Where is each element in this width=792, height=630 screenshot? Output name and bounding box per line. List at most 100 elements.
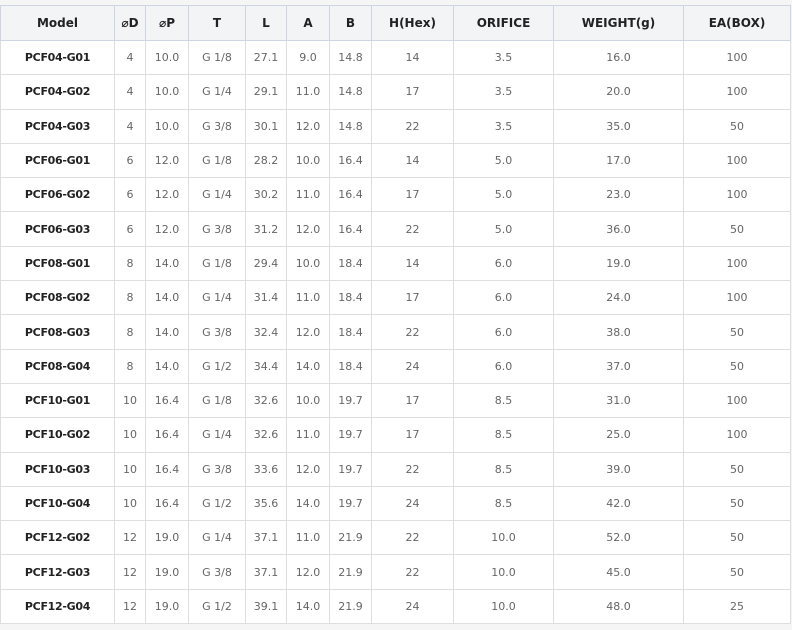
cell-orifice: 5.0 bbox=[453, 177, 554, 213]
cell-model: PCF08-G03 bbox=[0, 314, 115, 350]
cell-ea-box: 50 bbox=[683, 451, 791, 487]
cell-b: 18.4 bbox=[329, 245, 372, 282]
cell-weight: 24.0 bbox=[553, 280, 684, 316]
cell-b: 21.9 bbox=[329, 520, 372, 556]
cell-orifice: 3.5 bbox=[453, 108, 554, 144]
cell-ea-box: 100 bbox=[683, 280, 791, 316]
cell-hex: 14 bbox=[371, 142, 454, 179]
cell-hex: 24 bbox=[371, 485, 454, 522]
cell-hex: 17 bbox=[371, 177, 454, 213]
cell-ea-box: 50 bbox=[683, 348, 791, 384]
column-header-length: L bbox=[245, 5, 287, 41]
header-row: Model ⌀D ⌀P T L A B H(Hex) ORIFICE WEIGHT(g) EA(BO… bbox=[0, 5, 791, 41]
cell-hex: 22 bbox=[371, 211, 454, 247]
cell-diameter-p: 10.0 bbox=[145, 39, 189, 76]
table-row: PCF06-G02 6 12.0 G 1/4 30.2 11.0 16.4 17 5.0 23.0… bbox=[0, 177, 791, 213]
cell-thread: G 1/8 bbox=[188, 382, 246, 419]
cell-b: 19.7 bbox=[329, 417, 372, 453]
cell-ea-box: 100 bbox=[683, 417, 791, 453]
table-row: PCF08-G02 8 14.0 G 1/4 31.4 11.0 18.4 17 6.0 24.0… bbox=[0, 280, 791, 316]
cell-b: 16.4 bbox=[329, 142, 372, 179]
cell-thread: G 1/2 bbox=[188, 485, 246, 522]
spec-table-container: Model ⌀D ⌀P T L A B H(Hex) ORIFICE WEIGHT(g) EA(BO… bbox=[0, 5, 791, 625]
cell-a: 12.0 bbox=[286, 211, 330, 247]
cell-orifice: 8.5 bbox=[453, 485, 554, 522]
cell-thread: G 1/8 bbox=[188, 39, 246, 76]
cell-ea-box: 100 bbox=[683, 177, 791, 213]
cell-hex: 22 bbox=[371, 314, 454, 350]
column-header-b: B bbox=[329, 5, 372, 41]
cell-length: 37.1 bbox=[245, 520, 287, 556]
cell-diameter-d: 8 bbox=[114, 348, 146, 384]
cell-thread: G 1/2 bbox=[188, 348, 246, 384]
cell-b: 14.8 bbox=[329, 74, 372, 110]
cell-ea-box: 50 bbox=[683, 108, 791, 144]
cell-length: 28.2 bbox=[245, 142, 287, 179]
cell-hex: 22 bbox=[371, 451, 454, 487]
cell-model: PCF08-G04 bbox=[0, 348, 115, 384]
cell-thread: G 3/8 bbox=[188, 211, 246, 247]
cell-a: 11.0 bbox=[286, 280, 330, 316]
cell-model: PCF06-G03 bbox=[0, 211, 115, 247]
cell-b: 19.7 bbox=[329, 451, 372, 487]
cell-weight: 23.0 bbox=[553, 177, 684, 213]
cell-diameter-p: 14.0 bbox=[145, 280, 189, 316]
cell-thread: G 3/8 bbox=[188, 451, 246, 487]
cell-orifice: 5.0 bbox=[453, 211, 554, 247]
cell-diameter-d: 4 bbox=[114, 39, 146, 76]
cell-weight: 45.0 bbox=[553, 554, 684, 590]
cell-model: PCF10-G04 bbox=[0, 485, 115, 522]
table-row: PCF04-G02 4 10.0 G 1/4 29.1 11.0 14.8 17 3.5 20.0… bbox=[0, 74, 791, 110]
cell-length: 32.6 bbox=[245, 382, 287, 419]
cell-ea-box: 100 bbox=[683, 74, 791, 110]
cell-a: 12.0 bbox=[286, 108, 330, 144]
cell-ea-box: 100 bbox=[683, 382, 791, 419]
column-header-model: Model bbox=[0, 5, 115, 41]
cell-hex: 22 bbox=[371, 554, 454, 590]
table-row: PCF04-G01 4 10.0 G 1/8 27.1 9.0 14.8 14 3.5 16.0 1… bbox=[0, 39, 791, 76]
table-row: PCF12-G02 12 19.0 G 1/4 37.1 11.0 21.9 22 10.0 52… bbox=[0, 520, 791, 556]
cell-diameter-d: 6 bbox=[114, 142, 146, 179]
cell-a: 10.0 bbox=[286, 245, 330, 282]
cell-b: 16.4 bbox=[329, 177, 372, 213]
cell-model: PCF08-G01 bbox=[0, 245, 115, 282]
cell-orifice: 5.0 bbox=[453, 142, 554, 179]
cell-a: 11.0 bbox=[286, 520, 330, 556]
column-header-orifice: ORIFICE bbox=[453, 5, 554, 41]
cell-weight: 38.0 bbox=[553, 314, 684, 350]
cell-diameter-d: 12 bbox=[114, 520, 146, 556]
table-row: PCF06-G03 6 12.0 G 3/8 31.2 12.0 16.4 22 5.0 36.0… bbox=[0, 211, 791, 247]
cell-ea-box: 50 bbox=[683, 314, 791, 350]
cell-weight: 25.0 bbox=[553, 417, 684, 453]
cell-length: 34.4 bbox=[245, 348, 287, 384]
table-row: PCF04-G03 4 10.0 G 3/8 30.1 12.0 14.8 22 3.5 35.0… bbox=[0, 108, 791, 144]
cell-length: 27.1 bbox=[245, 39, 287, 76]
cell-a: 10.0 bbox=[286, 142, 330, 179]
cell-a: 14.0 bbox=[286, 588, 330, 625]
cell-a: 14.0 bbox=[286, 485, 330, 522]
cell-weight: 42.0 bbox=[553, 485, 684, 522]
cell-diameter-p: 16.4 bbox=[145, 417, 189, 453]
cell-thread: G 1/4 bbox=[188, 74, 246, 110]
cell-ea-box: 100 bbox=[683, 39, 791, 76]
cell-hex: 14 bbox=[371, 245, 454, 282]
cell-hex: 17 bbox=[371, 280, 454, 316]
cell-diameter-d: 10 bbox=[114, 382, 146, 419]
cell-diameter-d: 8 bbox=[114, 314, 146, 350]
cell-b: 16.4 bbox=[329, 211, 372, 247]
cell-a: 12.0 bbox=[286, 554, 330, 590]
cell-diameter-d: 4 bbox=[114, 74, 146, 110]
cell-diameter-p: 14.0 bbox=[145, 314, 189, 350]
cell-orifice: 6.0 bbox=[453, 348, 554, 384]
cell-weight: 36.0 bbox=[553, 211, 684, 247]
table-row: PCF10-G03 10 16.4 G 3/8 33.6 12.0 19.7 22 8.5 39.… bbox=[0, 451, 791, 487]
cell-length: 32.6 bbox=[245, 417, 287, 453]
cell-length: 31.2 bbox=[245, 211, 287, 247]
cell-model: PCF12-G04 bbox=[0, 588, 115, 625]
cell-model: PCF12-G03 bbox=[0, 554, 115, 590]
cell-weight: 52.0 bbox=[553, 520, 684, 556]
cell-length: 31.4 bbox=[245, 280, 287, 316]
cell-b: 14.8 bbox=[329, 39, 372, 76]
cell-orifice: 3.5 bbox=[453, 74, 554, 110]
cell-diameter-d: 6 bbox=[114, 177, 146, 213]
